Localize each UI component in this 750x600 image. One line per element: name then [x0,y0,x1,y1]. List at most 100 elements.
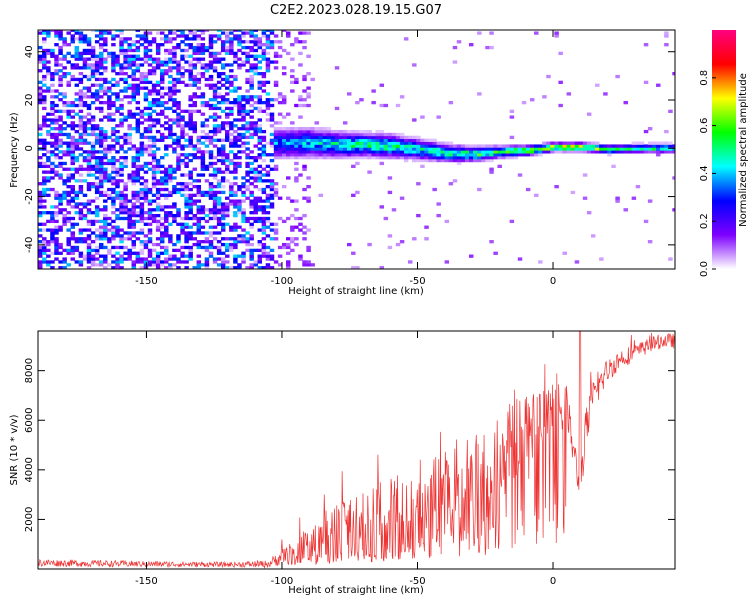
heatmap-cell [196,263,202,267]
heatmap-cell [253,205,258,209]
heatmap-cell [54,173,59,177]
heatmap-cell [513,156,519,160]
heatmap-cell [302,147,307,151]
heatmap-cell [424,237,429,241]
heatmap-cell [66,51,71,56]
heatmap-cell [147,237,153,241]
heatmap-cell [212,95,218,99]
heatmap-cell [290,80,295,84]
heatmap-cell [468,156,474,160]
heatmap-cell [50,216,55,221]
heatmap-cell [62,150,67,154]
heatmap-cell [66,141,71,145]
heatmap-cell [184,196,189,200]
heatmap-cell [86,211,92,215]
heatmap-cell [78,187,84,192]
heatmap-cell [135,150,141,154]
heatmap-cell [249,31,254,35]
heatmap-cell [273,60,279,64]
heatmap-cell [432,147,437,151]
heatmap-cell [241,208,246,212]
heatmap-cell [330,138,336,142]
heatmap-cell [225,106,230,111]
heatmap-cell [265,98,271,102]
heatmap-cell [257,37,263,41]
heatmap-cell [342,141,348,145]
heatmap-cell [94,89,100,93]
heatmap-cell [383,135,389,140]
heatmap-cell [261,153,267,157]
heatmap-cell [42,222,47,226]
heatmap-cell [127,45,132,50]
heatmap-cell [225,80,230,84]
heatmap-cell [50,54,55,58]
heatmap-cell [448,144,454,148]
heatmap-cell [94,63,100,67]
spectrogram-y-tick-label: -40 [24,237,35,253]
spectrogram-x-tick-label: -150 [135,276,158,287]
heatmap-cell [50,109,55,113]
heatmap-cell [196,77,202,82]
heatmap-cell [107,112,112,116]
heatmap-cell [428,138,433,142]
heatmap-cell [334,135,340,140]
heatmap-cell [184,124,189,128]
heatmap-cell [143,95,149,99]
heatmap-cell [233,74,238,79]
heatmap-cell [489,170,494,174]
heatmap-cell [452,45,458,50]
snr-x-axis-label: Height of straight line (km) [288,585,424,596]
heatmap-cell [94,95,100,99]
heatmap-cell [306,72,311,76]
heatmap-cell [351,150,356,154]
heatmap-cell [501,153,506,157]
heatmap-cell [139,34,145,38]
heatmap-cell [294,135,299,140]
heatmap-cell [204,164,210,169]
heatmap-cell [229,141,234,145]
heatmap-cell [204,135,210,140]
heatmap-cell [127,208,132,212]
heatmap-cell [269,118,275,122]
heatmap-cell [290,138,295,142]
heatmap-cell [192,92,197,96]
heatmap-cell [216,263,222,267]
heatmap-cell [558,103,563,108]
heatmap-cell [290,225,295,229]
heatmap-cell [237,150,242,154]
heatmap-cell [208,231,214,235]
heatmap-cell [131,164,136,169]
heatmap-cell [216,138,222,142]
heatmap-cell [440,156,445,160]
heatmap-cell [54,109,59,113]
heatmap-cell [261,109,267,113]
heatmap-cell [54,225,59,229]
heatmap-cell [290,156,295,160]
heatmap-cell [119,199,124,203]
heatmap-cell [119,208,124,212]
heatmap-cell [286,216,291,221]
heatmap-cell [286,156,291,160]
heatmap-cell [574,150,580,154]
heatmap-cell [168,266,173,269]
colorbar-tick-label: 0.6 [699,118,710,134]
heatmap-cell [86,164,92,169]
heatmap-cell [74,37,80,41]
spectrogram-cells [38,30,675,269]
heatmap-cell [70,251,75,255]
heatmap-cell [379,132,385,137]
heatmap-cell [554,144,559,148]
heatmap-cell [253,211,258,215]
heatmap-cell [155,254,161,258]
heatmap-cell [204,179,210,183]
heatmap-cell [639,144,645,148]
heatmap-cell [257,187,263,192]
heatmap-cell [172,109,177,113]
heatmap-cell [111,66,116,70]
heatmap-cell [468,254,474,258]
heatmap-cell [123,132,128,137]
heatmap-cell [123,141,128,145]
heatmap-cell [468,153,474,157]
heatmap-cell [107,263,112,267]
heatmap-cell [70,196,75,200]
